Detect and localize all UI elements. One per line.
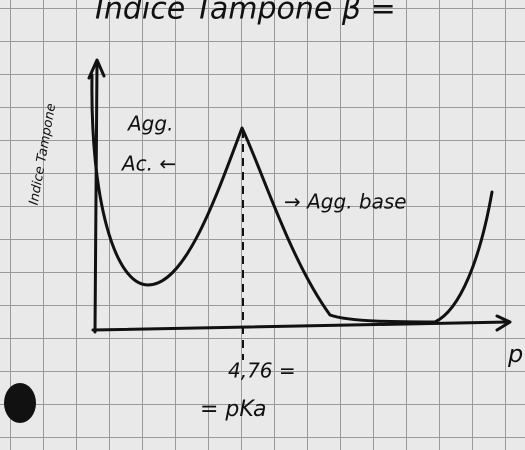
sketch: Indice Tampone β = Indice Tampone Agg. A… (0, 0, 525, 450)
title: Indice Tampone β = (95, 0, 396, 27)
notebook-page: Indice Tampone β = Indice Tampone Agg. A… (0, 0, 525, 450)
acid-label-1: Agg. (126, 112, 173, 136)
pka-value: 4,76 = (228, 359, 296, 383)
punch-hole-shadow (4, 383, 36, 423)
pka-name: = pKa (200, 397, 267, 422)
x-axis (93, 322, 508, 330)
acid-label-2: Ac. ← (120, 152, 176, 176)
y-axis-label: Indice Tampone (27, 102, 60, 206)
base-label: → Agg. base (284, 190, 407, 214)
x-axis-label: p (507, 340, 523, 368)
y-axis (95, 62, 97, 332)
